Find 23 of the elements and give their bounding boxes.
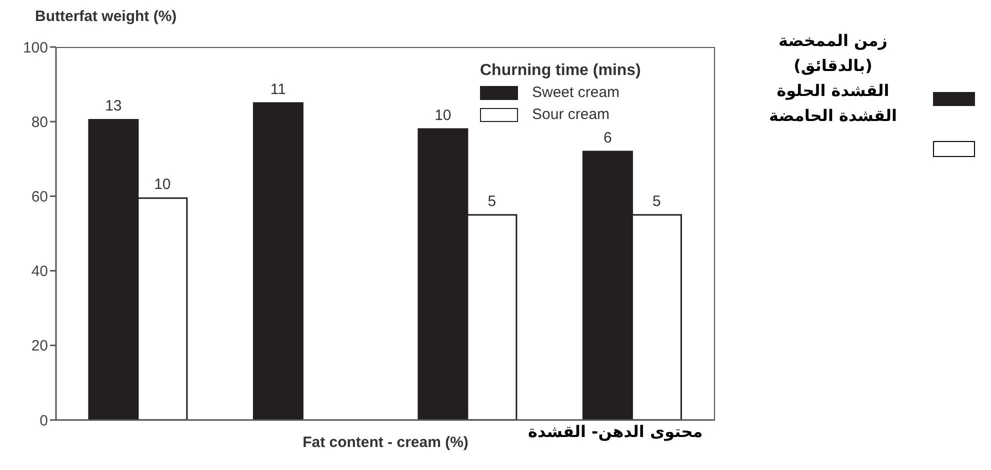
annotation: 10 <box>154 176 171 194</box>
legend-title: Churning time (mins) <box>480 61 641 81</box>
y-tick-label: 80 <box>31 114 48 131</box>
bar <box>252 102 304 420</box>
legend-label: Sour cream <box>531 105 611 125</box>
y-tick-label: 20 <box>31 338 48 355</box>
y-axis-title: Butterfat weight (%) <box>35 8 177 25</box>
text: محتوى الدهن- القشدة <box>528 422 703 441</box>
text: القشدة الحامضة <box>768 105 898 127</box>
legend-label: Sweet cream <box>531 83 621 103</box>
text: زمن الممخضة (بالدقائق) <box>777 30 889 77</box>
text: القشدة الحلوة <box>776 80 890 102</box>
annotation: 6 <box>604 129 612 146</box>
annotation: 5 <box>652 192 661 210</box>
annotation: 13 <box>105 98 122 115</box>
y-tick-label: 100 <box>22 39 48 56</box>
annotation: 10 <box>434 107 452 124</box>
y-tick-label: 60 <box>31 188 48 206</box>
annotation: 5 <box>488 192 496 210</box>
y-tick-label: 0 <box>40 412 48 430</box>
y-tick-label: 40 <box>31 263 48 280</box>
annotation: 11 <box>270 80 286 98</box>
x-axis-title: Fat content - cream (%) <box>302 434 468 451</box>
